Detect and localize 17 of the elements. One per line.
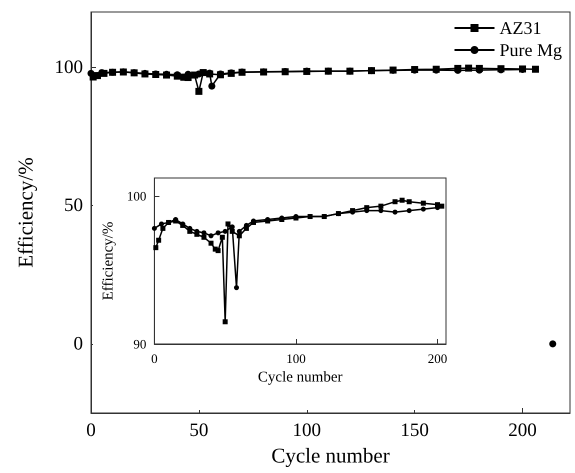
x-tick-label: 100 bbox=[286, 351, 306, 366]
x-tick-label: 0 bbox=[151, 351, 158, 366]
x-tick-label: 0 bbox=[86, 420, 96, 441]
y-tick-label: 50 bbox=[64, 195, 83, 216]
y-tick-label: 90 bbox=[133, 336, 146, 352]
y-axis-title: Efficiency/% bbox=[14, 157, 38, 268]
y-axis-title: Efficiency/% bbox=[100, 222, 116, 300]
legend-label: Pure Mg bbox=[500, 40, 562, 60]
x-axis-title: Cycle number bbox=[258, 369, 342, 386]
x-tick-label: 200 bbox=[428, 351, 448, 366]
x-axis-title: Cycle number bbox=[271, 443, 390, 468]
x-tick-label: 100 bbox=[292, 420, 322, 441]
y-tick-label: 100 bbox=[54, 56, 83, 78]
x-tick-label: 200 bbox=[508, 420, 537, 441]
x-tick-label: 50 bbox=[189, 420, 208, 441]
x-tick-label: 150 bbox=[400, 420, 429, 441]
legend-label: AZ31 bbox=[500, 18, 542, 38]
